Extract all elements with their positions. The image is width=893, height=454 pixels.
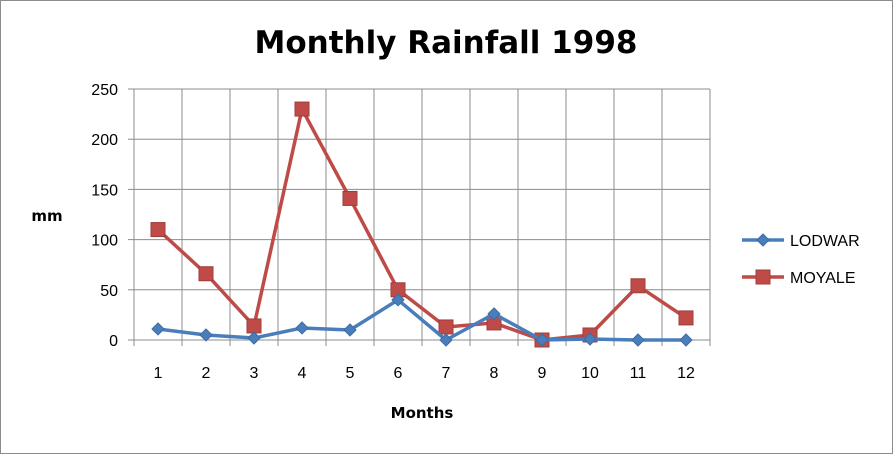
data-point bbox=[631, 333, 645, 347]
data-point bbox=[294, 101, 310, 117]
data-point bbox=[199, 328, 213, 342]
legend-marker bbox=[756, 233, 770, 247]
chart-title: Monthly Rainfall 1998 bbox=[255, 25, 638, 61]
data-point bbox=[438, 319, 454, 335]
data-point bbox=[342, 190, 358, 206]
data-point bbox=[583, 332, 597, 346]
x-tick-label: 5 bbox=[346, 365, 355, 382]
legend-item-moyale: MOYALE bbox=[742, 269, 856, 287]
data-point bbox=[487, 307, 501, 321]
x-axis-ticks: 1 2 3 4 5 6 7 8 9 10 11 12 bbox=[154, 365, 695, 382]
y-tick-label: 0 bbox=[109, 333, 118, 350]
legend-label: LODWAR bbox=[790, 233, 860, 250]
data-point bbox=[151, 322, 165, 336]
x-tick-label: 3 bbox=[250, 365, 259, 382]
legend: LODWAR MOYALE bbox=[742, 233, 860, 287]
x-tick-label: 4 bbox=[298, 365, 307, 382]
series-lodwar bbox=[151, 293, 693, 347]
data-point bbox=[246, 318, 262, 334]
x-tick-label: 1 bbox=[154, 365, 163, 382]
x-tick-label: 9 bbox=[538, 365, 547, 382]
y-tick-label: 250 bbox=[91, 82, 118, 99]
series-moyale bbox=[150, 101, 694, 348]
y-axis-label: mm bbox=[31, 207, 62, 225]
x-tick-label: 10 bbox=[581, 365, 599, 382]
data-point bbox=[679, 333, 693, 347]
data-point bbox=[198, 266, 214, 282]
x-tick-label: 7 bbox=[442, 365, 451, 382]
y-tick-label: 50 bbox=[100, 283, 118, 300]
legend-label: MOYALE bbox=[790, 270, 856, 287]
legend-marker bbox=[755, 269, 771, 285]
x-tick-label: 8 bbox=[490, 365, 499, 382]
data-point bbox=[630, 278, 646, 294]
y-axis-ticks: 0 50 100 150 200 250 bbox=[91, 82, 118, 350]
data-point bbox=[247, 331, 261, 345]
data-point bbox=[678, 310, 694, 326]
y-tick-label: 150 bbox=[91, 182, 118, 199]
x-axis-label: Months bbox=[391, 404, 454, 422]
data-point bbox=[150, 222, 166, 238]
data-point bbox=[535, 333, 549, 347]
x-tick-label: 6 bbox=[394, 365, 403, 382]
x-tick-label: 2 bbox=[202, 365, 211, 382]
data-point bbox=[295, 321, 309, 335]
data-point bbox=[391, 293, 405, 307]
series-line bbox=[157, 298, 686, 342]
y-tick-label: 100 bbox=[91, 233, 118, 250]
x-tick-label: 11 bbox=[630, 365, 647, 382]
legend-item-lodwar: LODWAR bbox=[742, 233, 860, 250]
data-point bbox=[439, 333, 453, 347]
series-group bbox=[150, 101, 694, 348]
y-tick-label: 200 bbox=[91, 132, 118, 149]
data-point bbox=[343, 323, 357, 337]
x-tick-label: 12 bbox=[677, 365, 695, 382]
series-line bbox=[156, 107, 687, 342]
